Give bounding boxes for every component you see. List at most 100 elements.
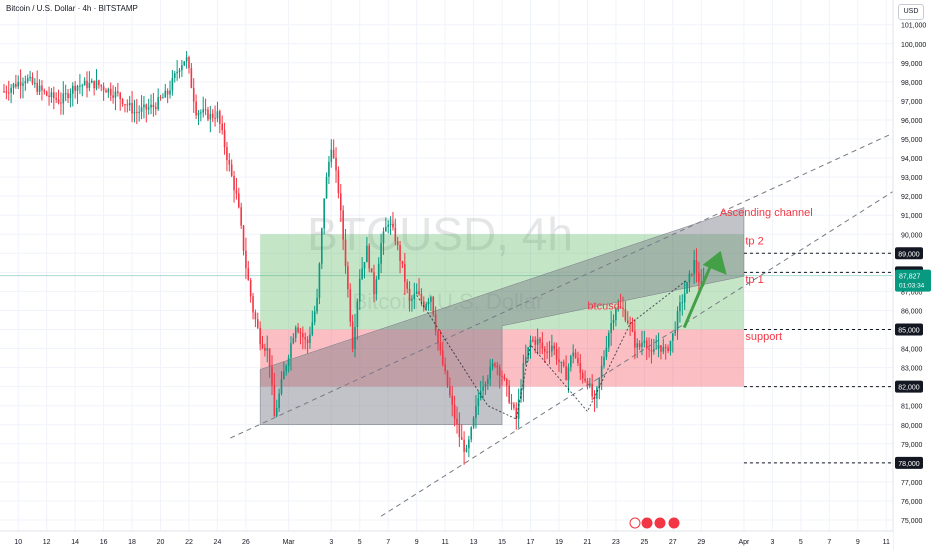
candle-body	[256, 319, 259, 328]
time-tick-label: 11	[441, 539, 448, 546]
price-tick-label: 86,000	[901, 308, 923, 315]
candle-body	[247, 268, 250, 281]
price-tick-label: 79,000	[901, 442, 923, 449]
candle-body	[86, 80, 88, 89]
time-tick-label: 15	[498, 539, 506, 546]
candle-body	[192, 87, 195, 102]
candle-body	[252, 296, 254, 313]
candle-body	[202, 109, 205, 113]
candle-body	[185, 57, 188, 62]
time-tick-label: 22	[185, 539, 193, 546]
candle-body	[441, 350, 444, 365]
candle-body	[622, 307, 624, 310]
candle-body	[373, 272, 375, 295]
candle-body	[380, 243, 382, 264]
level-badge	[895, 456, 923, 469]
time-tick-label: 7	[386, 539, 390, 546]
candle-body	[154, 107, 157, 110]
arrow-head	[702, 250, 727, 275]
candle-body	[114, 91, 117, 98]
candle-body	[638, 343, 641, 348]
candle-body	[643, 340, 646, 343]
candle-body	[513, 404, 515, 408]
candle-body	[522, 363, 525, 389]
candle-body	[337, 170, 340, 194]
candle-body	[394, 227, 397, 242]
candle-body	[465, 448, 468, 452]
time-tick-label: 13	[470, 539, 478, 546]
candle-body	[508, 385, 510, 403]
price-tick-label: 84,000	[901, 347, 923, 354]
candle-body	[572, 352, 574, 357]
price-tick-label: 81,000	[901, 404, 923, 411]
channel-layer	[230, 119, 923, 517]
candle-body	[181, 65, 183, 71]
candle-body	[382, 231, 385, 244]
candle-body	[567, 367, 570, 381]
candle-body	[581, 372, 584, 379]
candle-body	[664, 347, 667, 349]
candle-body	[660, 345, 662, 352]
candle-body	[216, 111, 219, 119]
candle-body	[219, 111, 221, 124]
time-tick-label: 20	[157, 539, 165, 546]
candle-body	[565, 365, 567, 381]
candle-body	[548, 351, 551, 353]
time-tick-label: 24	[214, 539, 222, 546]
candle-body	[686, 282, 688, 294]
candle-body	[589, 383, 591, 386]
currency-button[interactable]: USD	[898, 4, 924, 20]
time-tick-label: 14	[71, 539, 79, 546]
candle-body	[53, 92, 55, 99]
candle-body	[107, 88, 110, 93]
candle-body	[406, 281, 408, 289]
candle-body	[648, 348, 650, 351]
candle-body	[145, 104, 148, 110]
candle-body	[437, 331, 439, 343]
candle-body	[607, 332, 610, 348]
candle-body	[162, 97, 164, 99]
candle-body	[22, 83, 24, 86]
candle-body	[679, 302, 681, 312]
candle-body	[558, 359, 560, 363]
candle-body	[178, 70, 181, 72]
candle-body	[415, 291, 418, 294]
candle-body	[698, 272, 700, 282]
candle-body	[133, 111, 136, 114]
time-tick-label: 12	[43, 539, 51, 546]
candle-body	[460, 437, 463, 440]
candle-body	[342, 210, 344, 240]
time-axis[interactable]: 10 12 14 16 18 20 22 24 26 Mar 3 5 7 9 11 13 15 17 19 21 23 2…	[0, 517, 893, 550]
candle-body	[536, 338, 539, 345]
candle-body	[501, 375, 503, 377]
candle-body	[363, 262, 366, 269]
candle-body	[57, 99, 60, 103]
candle-body	[612, 319, 615, 324]
channel-upper-line	[230, 119, 923, 439]
candle-body	[24, 81, 27, 84]
candle-body	[309, 334, 311, 344]
price-axis[interactable]: 75,000 76,000 77,000 78,000 79,000 80,000 81,0…	[892, 0, 932, 550]
time-tick-label: 11	[883, 539, 890, 546]
candle-body	[335, 157, 337, 171]
candle-body	[498, 367, 501, 376]
candle-body	[662, 347, 665, 352]
price-tick-label: 99,000	[901, 61, 923, 68]
candle-body	[420, 294, 423, 302]
candle-body	[81, 85, 84, 87]
candle-body	[700, 281, 703, 284]
candle-body	[152, 104, 155, 108]
candle-body	[249, 280, 252, 297]
candle-body	[477, 398, 480, 406]
time-tick-label: 5	[358, 539, 362, 546]
candle-body	[197, 112, 200, 116]
price-tick-label: 91,000	[901, 213, 923, 220]
candle-body	[425, 304, 427, 309]
time-tick-label: 18	[128, 539, 136, 546]
level-badge	[895, 380, 923, 393]
candle-body	[5, 91, 8, 93]
candles-layer	[3, 51, 705, 465]
annotation-support: support	[745, 331, 782, 343]
